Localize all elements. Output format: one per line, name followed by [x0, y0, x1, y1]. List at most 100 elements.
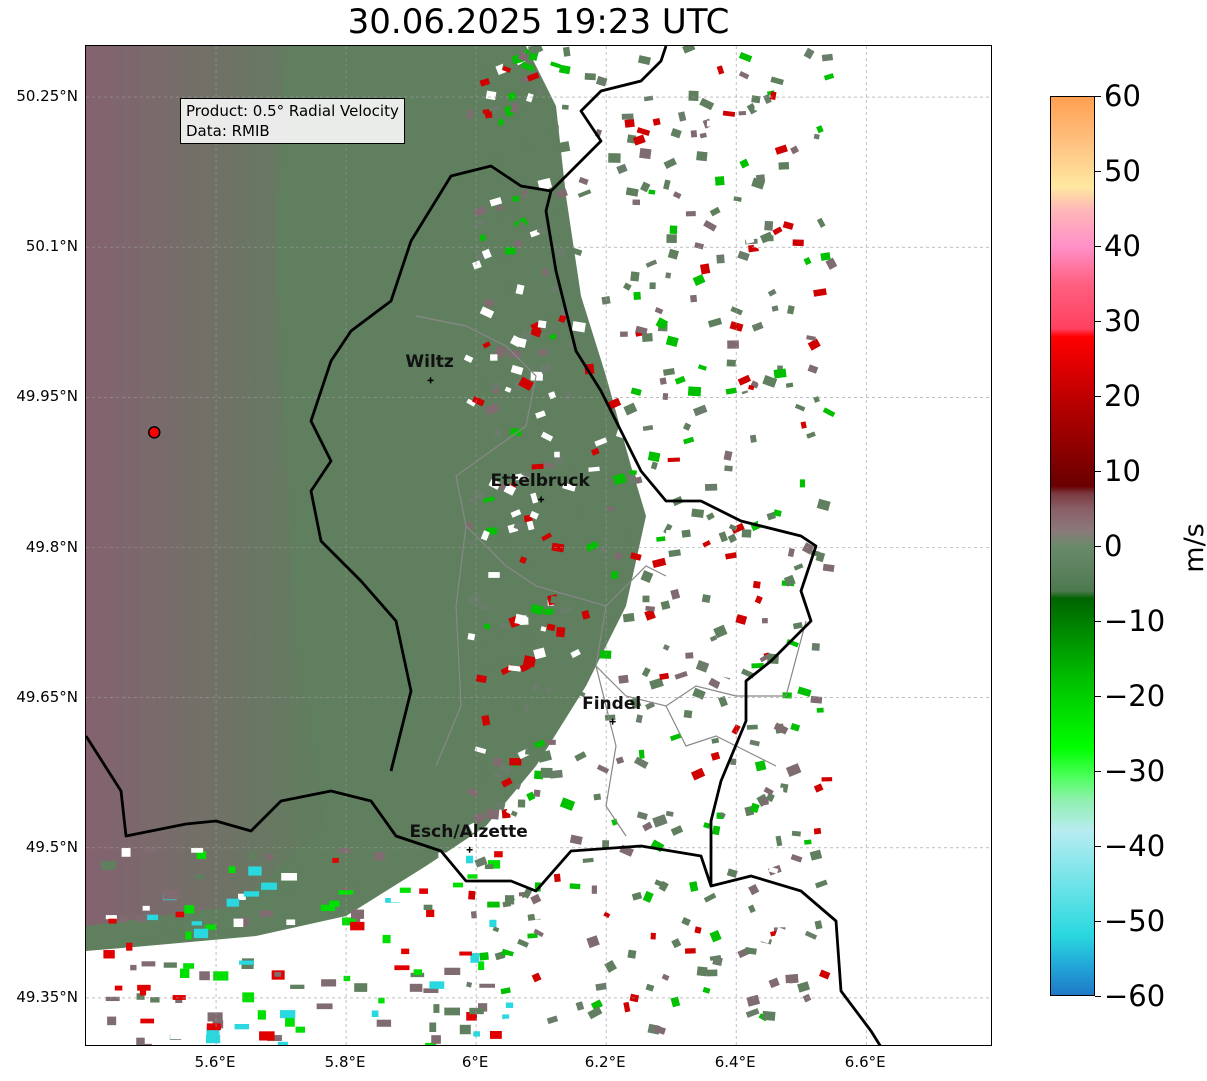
velocity-gate — [618, 674, 629, 684]
velocity-gate — [703, 822, 711, 829]
velocity-gate — [630, 858, 640, 865]
velocity-gate — [726, 359, 736, 367]
velocity-gate — [731, 522, 745, 535]
velocity-gate — [724, 465, 733, 472]
velocity-gate — [350, 921, 365, 931]
velocity-gate — [694, 926, 702, 934]
colorbar-tick-label: −50 — [1104, 904, 1166, 938]
velocity-gate — [636, 811, 648, 820]
velocity-gate — [714, 176, 725, 186]
velocity-gate — [768, 977, 780, 989]
city-label: Wiltz — [405, 352, 454, 373]
velocity-gate — [690, 130, 698, 138]
velocity-gate — [669, 1015, 682, 1025]
velocity-gate — [459, 1024, 471, 1035]
velocity-gate — [708, 677, 721, 690]
velocity-gate — [562, 482, 576, 492]
velocity-gate — [371, 1010, 379, 1018]
velocity-gate — [542, 268, 549, 277]
velocity-gate — [499, 623, 510, 630]
velocity-gate — [722, 110, 736, 117]
velocity-gate — [508, 665, 521, 672]
velocity-gate — [770, 76, 784, 86]
velocity-gate — [806, 335, 816, 341]
velocity-gate — [259, 910, 274, 917]
velocity-gate — [701, 594, 711, 604]
velocity-gate — [530, 492, 539, 504]
product-label: Product: 0.5° Radial Velocity — [186, 102, 399, 120]
velocity-gate — [727, 340, 739, 349]
velocity-gate — [522, 330, 532, 339]
velocity-gate — [641, 962, 653, 974]
velocity-gate — [493, 151, 502, 162]
velocity-gate — [663, 523, 673, 535]
velocity-gate — [637, 55, 651, 66]
velocity-gate — [468, 890, 476, 900]
velocity-gate — [793, 160, 806, 169]
velocity-gate — [564, 978, 572, 985]
velocity-gate — [452, 888, 463, 897]
velocity-gate — [658, 880, 669, 892]
lat-tick-label: 49.35°N — [16, 987, 78, 1006]
velocity-gate — [490, 354, 498, 361]
velocity-gate — [538, 828, 553, 841]
velocity-gate — [624, 414, 638, 423]
velocity-gate — [787, 547, 795, 558]
velocity-gate — [502, 1014, 510, 1020]
velocity-gate — [570, 247, 583, 256]
velocity-gate — [286, 919, 296, 926]
velocity-gate — [667, 248, 680, 260]
figure-title: 30.06.2025 19:23 UTC — [347, 2, 730, 42]
velocity-gate — [642, 890, 654, 903]
velocity-gate — [518, 376, 534, 391]
velocity-gate — [754, 595, 763, 605]
velocity-gate — [814, 920, 823, 930]
velocity-gate — [480, 234, 486, 241]
velocity-gate — [675, 81, 689, 89]
velocity-gate — [394, 965, 410, 971]
velocity-gate — [517, 51, 530, 62]
velocity-gate — [177, 1044, 189, 1045]
velocity-gate — [608, 153, 621, 163]
velocity-gate — [659, 954, 671, 964]
velocity-gate — [669, 733, 682, 742]
velocity-gate — [500, 283, 514, 292]
velocity-gate — [653, 1025, 667, 1035]
velocity-gate — [670, 128, 682, 139]
velocity-gate — [136, 1037, 152, 1045]
velocity-gate — [782, 692, 792, 699]
velocity-gate — [713, 624, 728, 639]
velocity-gate — [816, 125, 824, 134]
velocity-gate — [738, 70, 750, 80]
velocity-gate — [815, 551, 826, 563]
velocity-gate — [226, 898, 240, 907]
velocity-gate — [298, 870, 306, 876]
lat-tick-label: 49.95°N — [16, 387, 78, 406]
velocity-gate — [191, 847, 204, 853]
velocity-gate — [814, 879, 828, 889]
velocity-gate — [130, 964, 137, 971]
velocity-gate — [584, 48, 595, 56]
velocity-gate — [483, 496, 495, 503]
velocity-gate — [431, 1035, 441, 1044]
velocity-gate — [491, 261, 502, 268]
velocity-gate — [801, 542, 815, 555]
velocity-gate — [718, 695, 728, 708]
velocity-gate — [555, 188, 568, 199]
velocity-gate — [665, 810, 674, 817]
velocity-gate — [466, 540, 475, 546]
velocity-gate — [515, 284, 525, 295]
velocity-gate — [491, 664, 503, 673]
velocity-gate — [787, 436, 798, 446]
velocity-gate — [771, 305, 779, 312]
velocity-gate — [163, 889, 180, 900]
velocity-gate — [717, 608, 731, 619]
velocity-gate — [537, 750, 553, 763]
velocity-gate — [540, 461, 555, 469]
velocity-gate — [785, 763, 802, 777]
velocity-gate — [473, 1031, 481, 1037]
velocity-gate — [536, 227, 546, 234]
velocity-gate — [690, 804, 699, 813]
velocity-gate — [257, 1010, 266, 1020]
velocity-gate — [481, 714, 491, 726]
